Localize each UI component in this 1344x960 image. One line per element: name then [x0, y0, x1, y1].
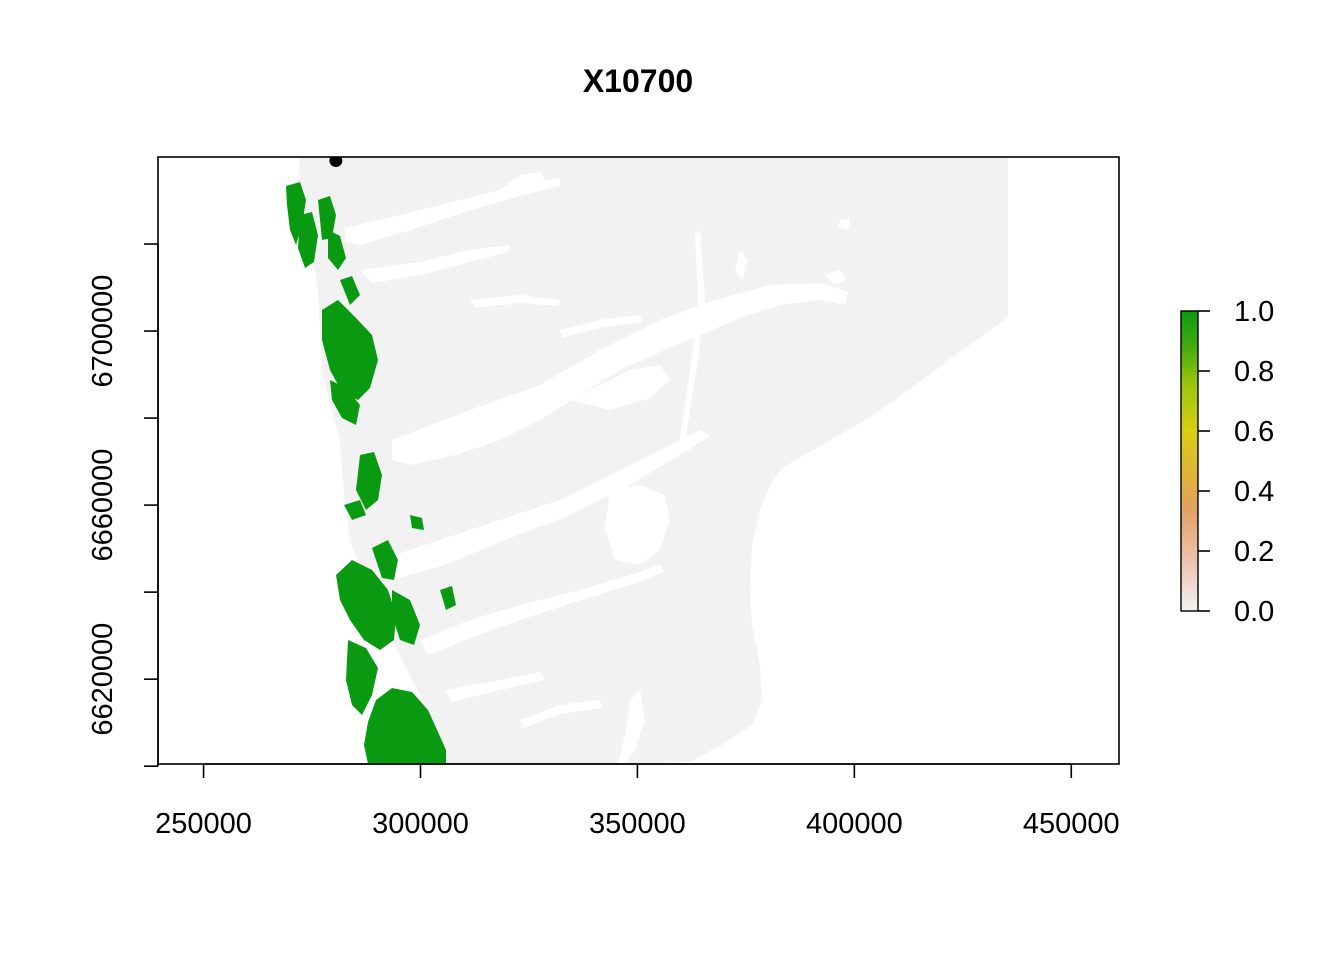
colorbar-frame — [1180, 310, 1199, 612]
colorbar-tick-label: 0.4 — [1234, 476, 1274, 508]
colorbar-ticks: 0.0 0.2 0.4 0.6 0.8 1.0 — [1198, 296, 1274, 628]
colorbar-tick-label: 0.0 — [1234, 596, 1274, 628]
presence-patches — [286, 182, 456, 764]
x-tick-label: 350000 — [589, 808, 686, 840]
plot-title: X10700 — [583, 63, 693, 99]
fjords — [345, 172, 850, 764]
colorbar-tick-label: 0.8 — [1234, 356, 1274, 388]
colorbar-tick-label: 0.6 — [1234, 416, 1274, 448]
y-tick-label: 6620000 — [87, 623, 119, 736]
y-tick-label: 6700000 — [87, 275, 119, 388]
colorbar-tick-label: 0.2 — [1234, 536, 1274, 568]
x-tick-label: 400000 — [806, 808, 903, 840]
y-tick-label: 6660000 — [87, 449, 119, 562]
x-axis: 250000 300000 350000 400000 450000 — [155, 763, 1120, 840]
map-panel — [286, 157, 1008, 764]
x-tick-label: 450000 — [1023, 808, 1120, 840]
colorbar-tick-label: 1.0 — [1234, 296, 1274, 328]
colorbar — [1181, 311, 1198, 611]
point-marker — [329, 157, 343, 167]
y-axis: 6700000 6660000 6620000 — [87, 243, 159, 767]
x-tick-label: 250000 — [155, 808, 252, 840]
colorbar-legend: 0.0 0.2 0.4 0.6 0.8 1.0 — [1180, 296, 1274, 628]
x-tick-label: 300000 — [372, 808, 469, 840]
